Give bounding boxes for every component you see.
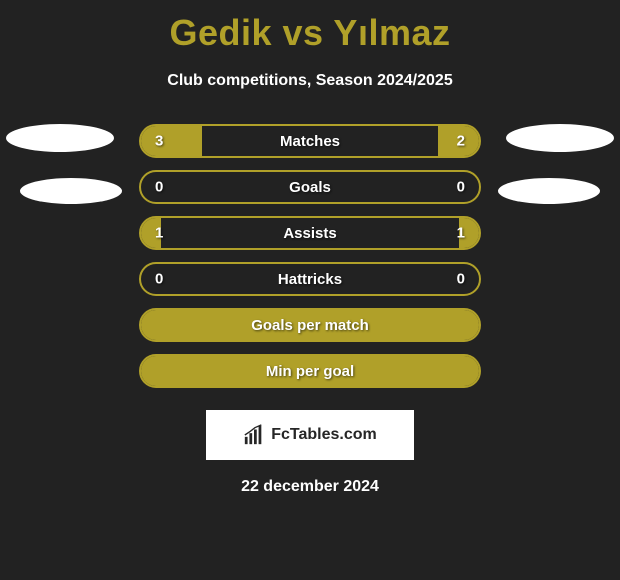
- stat-left-value: 3: [155, 133, 163, 150]
- stat-row: Min per goal: [139, 354, 481, 388]
- stat-right-value: 0: [457, 179, 465, 196]
- stat-label: Matches: [280, 133, 340, 150]
- stat-label: Min per goal: [266, 363, 354, 380]
- site-badge-text: FcTables.com: [271, 426, 377, 444]
- player-right-photo-placeholder-1: [506, 124, 614, 152]
- stat-right-value: 1: [457, 225, 465, 242]
- stat-left-value: 0: [155, 271, 163, 288]
- stat-left-value: 1: [155, 225, 163, 242]
- player-left-photo-placeholder-2: [20, 178, 122, 204]
- stat-left-value: 0: [155, 179, 163, 196]
- stat-label: Hattricks: [278, 271, 342, 288]
- stat-label: Goals per match: [251, 317, 369, 334]
- stat-row: 1 Assists 1: [139, 216, 481, 250]
- stat-row: 0 Hattricks 0: [139, 262, 481, 296]
- date-label: 22 december 2024: [0, 478, 620, 496]
- stat-row: 0 Goals 0: [139, 170, 481, 204]
- stat-row: Goals per match: [139, 308, 481, 342]
- page-title: Gedik vs Yılmaz: [0, 0, 620, 54]
- player-left-photo-placeholder-1: [6, 124, 114, 152]
- player-right-photo-placeholder-2: [498, 178, 600, 204]
- stat-fill-left: [141, 126, 202, 156]
- subtitle: Club competitions, Season 2024/2025: [0, 72, 620, 90]
- site-badge[interactable]: FcTables.com: [206, 410, 414, 460]
- stat-label: Goals: [289, 179, 331, 196]
- stat-right-value: 0: [457, 271, 465, 288]
- stat-row: 3 Matches 2: [139, 124, 481, 158]
- stat-label: Assists: [283, 225, 336, 242]
- stats-container: 3 Matches 2 0 Goals 0 1 Assists 1 0 Hattricks 0 Goal…: [0, 124, 620, 388]
- chart-icon: [243, 424, 265, 446]
- stat-right-value: 2: [457, 133, 465, 150]
